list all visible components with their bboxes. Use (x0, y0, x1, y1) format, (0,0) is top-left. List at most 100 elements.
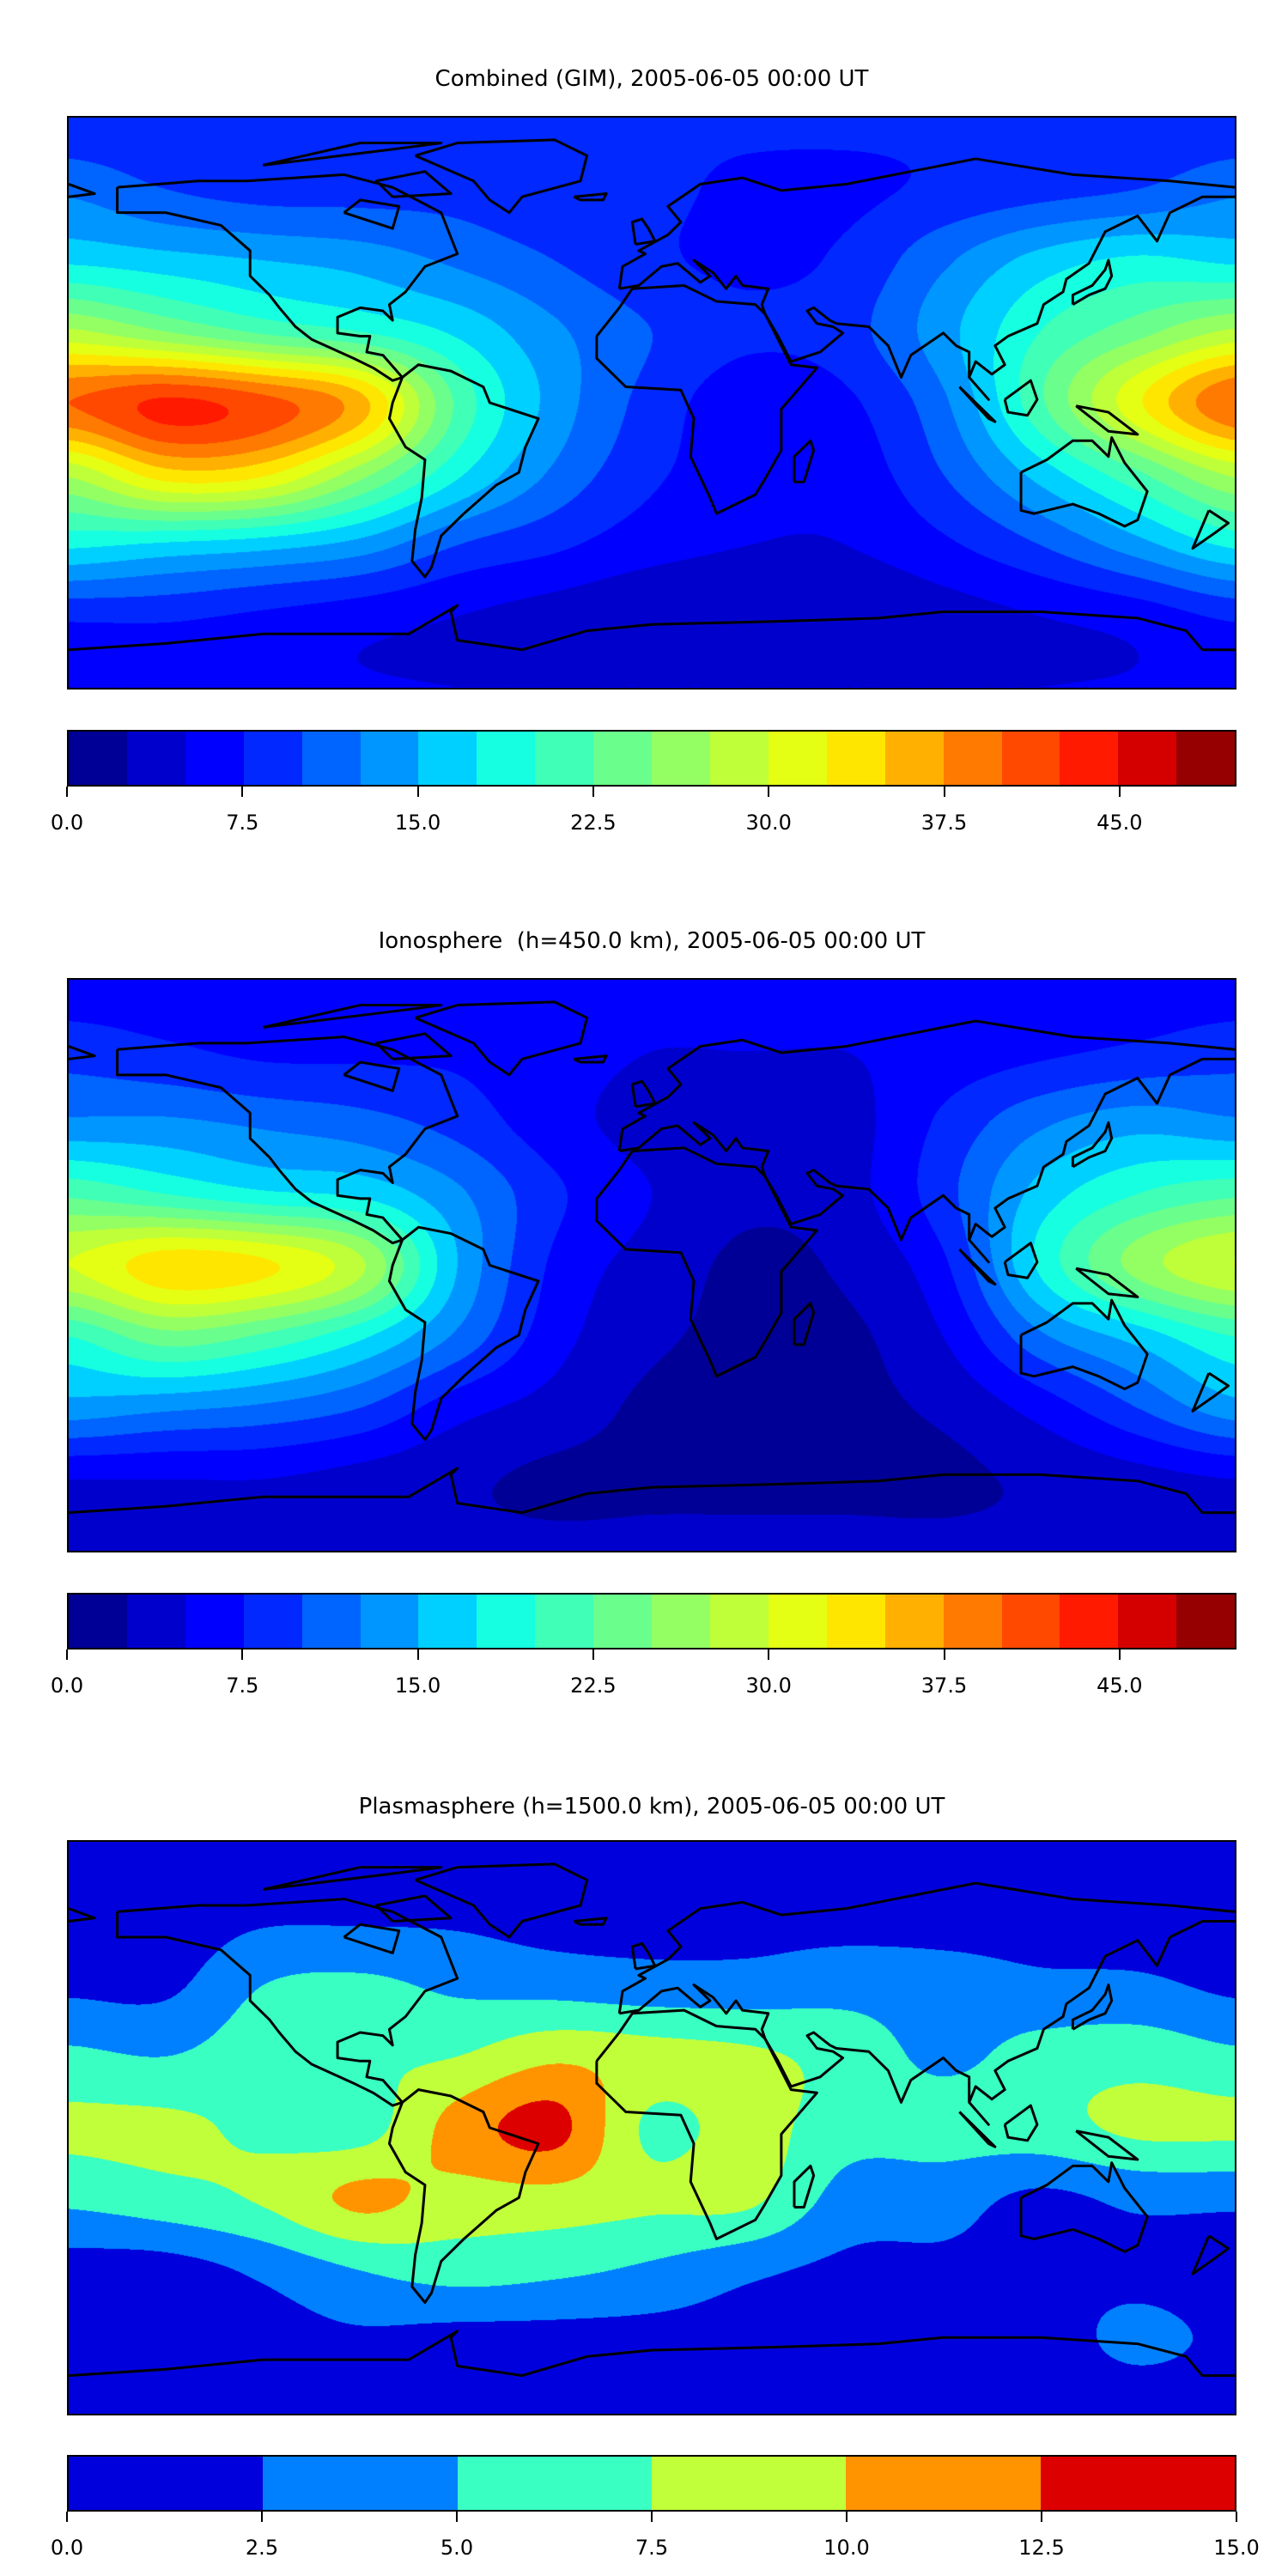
colorbar-segment (418, 1595, 477, 1648)
coastline (389, 2090, 538, 2303)
colorbar-plasmasphere (67, 2455, 1236, 2512)
colorbar-segment (360, 732, 419, 785)
colorbar-tick-label: 2.5 (245, 2536, 279, 2560)
colorbar-segment (846, 2457, 1041, 2510)
coastline (118, 1899, 458, 2106)
colorbar-tick-mark (768, 1649, 770, 1660)
coastline (376, 1034, 451, 1060)
colorbar-tick-mark (241, 787, 244, 797)
tec-contour-field (69, 1842, 1235, 2414)
colorbar-ticks-ionosphere: 0.0 7.5 15.0 22.5 30.0 37.5 45.0 (51, 1649, 1236, 1701)
coastline (1072, 1985, 1111, 2030)
colorbar-segment (477, 1595, 536, 1648)
colorbar-segment (185, 732, 244, 785)
coastline (1005, 2105, 1037, 2141)
coastline (794, 440, 814, 482)
colorbar-tick-label: 37.5 (920, 1674, 968, 1698)
coastline (574, 194, 606, 200)
colorbar-tick-mark (66, 2512, 68, 2522)
colorbar-segment (768, 732, 827, 785)
colorbar-segment (301, 732, 361, 785)
colorbar-tick-mark (416, 1649, 419, 1660)
colorbar-tick-label: 15.0 (394, 1674, 441, 1698)
colorbar-segment (457, 2457, 652, 2510)
colorbar-tick-label: 12.5 (1018, 2536, 1065, 2560)
coastline (1021, 2163, 1147, 2252)
colorbar-tick-label: 0.0 (50, 1674, 84, 1698)
coastline (416, 1002, 587, 1075)
coastline (619, 1883, 1235, 2014)
colorbar-tick-label: 10.0 (823, 2536, 870, 2560)
coastline (69, 1909, 94, 1922)
colorbar-segment (477, 732, 536, 785)
tec-map-combined (67, 116, 1236, 690)
colorbar-segment (652, 1595, 710, 1648)
colorbar-segment (593, 1595, 653, 1648)
colorbar-tick-mark (66, 787, 68, 797)
colorbar-segment (69, 2457, 264, 2510)
tec-map-plasmasphere (67, 1840, 1236, 2415)
coastline (416, 1864, 587, 1937)
colorbar-segment (709, 1595, 769, 1648)
tec-contour-field (69, 980, 1235, 1551)
colorbar-segment (1176, 1595, 1236, 1648)
colorbar-ticks-combined: 0.0 7.5 15.0 22.5 30.0 37.5 45.0 (51, 787, 1236, 838)
colorbar-tick-label: 30.0 (745, 1674, 792, 1698)
colorbar-tick-label: 7.5 (635, 2536, 669, 2560)
colorbar-tick-mark (261, 2512, 263, 2522)
colorbar-segment (1001, 1595, 1060, 1648)
colorbar-segment (243, 1595, 302, 1648)
coastline (959, 1249, 994, 1285)
coastline (794, 2166, 814, 2207)
colorbar-tick-mark (66, 1649, 68, 1660)
colorbar-tick-label: 45.0 (1097, 1674, 1143, 1698)
colorbar-segment (1060, 1595, 1119, 1648)
coastline (1076, 2131, 1138, 2160)
coastline (1005, 1243, 1037, 1279)
colorbar-tick-mark (943, 1649, 945, 1660)
colorbar-segment (943, 1595, 1002, 1648)
colorbar-tick-mark (768, 787, 770, 797)
coastline (794, 1303, 814, 1345)
coastline (632, 219, 654, 245)
coastline (574, 1056, 606, 1062)
colorbar-tick-label: 15.0 (394, 811, 441, 835)
coastline (1193, 510, 1228, 548)
coastline (619, 1021, 1235, 1151)
colorbar-segment (263, 2457, 458, 2510)
colorbar-segment (301, 1595, 361, 1648)
colorbar-segment (126, 1595, 185, 1648)
coastline (1021, 1300, 1147, 1388)
colorbar-tick-label: 37.5 (920, 811, 968, 835)
coastline (344, 200, 399, 228)
coastline (1072, 260, 1111, 305)
colorbar-segment (535, 732, 594, 785)
coastline (1193, 2236, 1228, 2274)
colorbar-tick-mark (416, 787, 419, 797)
coastline (263, 143, 440, 166)
coastline (263, 1005, 440, 1028)
colorbar-tick-label: 22.5 (570, 1674, 617, 1698)
colorbar-tick-mark (456, 2512, 458, 2522)
colorbar-segment (418, 732, 477, 785)
colorbar-segment (535, 1595, 594, 1648)
colorbar-segment (651, 2457, 847, 2510)
coastline (376, 1896, 451, 1922)
colorbar-segment (826, 1595, 885, 1648)
coastline (619, 197, 1235, 399)
chart-title: Combined (GIM), 2005-06-05 00:00 UT (434, 66, 869, 92)
colorbar-ionosphere (67, 1593, 1236, 1649)
colorbar-segment (884, 732, 944, 785)
coastline (69, 1047, 94, 1060)
coastline (619, 1922, 1235, 2125)
coastline (118, 1037, 458, 1243)
colorbar-segment (826, 732, 885, 785)
coastline (69, 2331, 1235, 2376)
colorbar-combined (67, 730, 1236, 787)
coastline (597, 2010, 817, 2239)
colorbar-tick-mark (1118, 1649, 1121, 1660)
colorbar-segment (652, 732, 710, 785)
coastline (69, 184, 94, 197)
coastline (344, 1924, 399, 1953)
colorbar-tick-label: 15.0 (1213, 2536, 1260, 2560)
